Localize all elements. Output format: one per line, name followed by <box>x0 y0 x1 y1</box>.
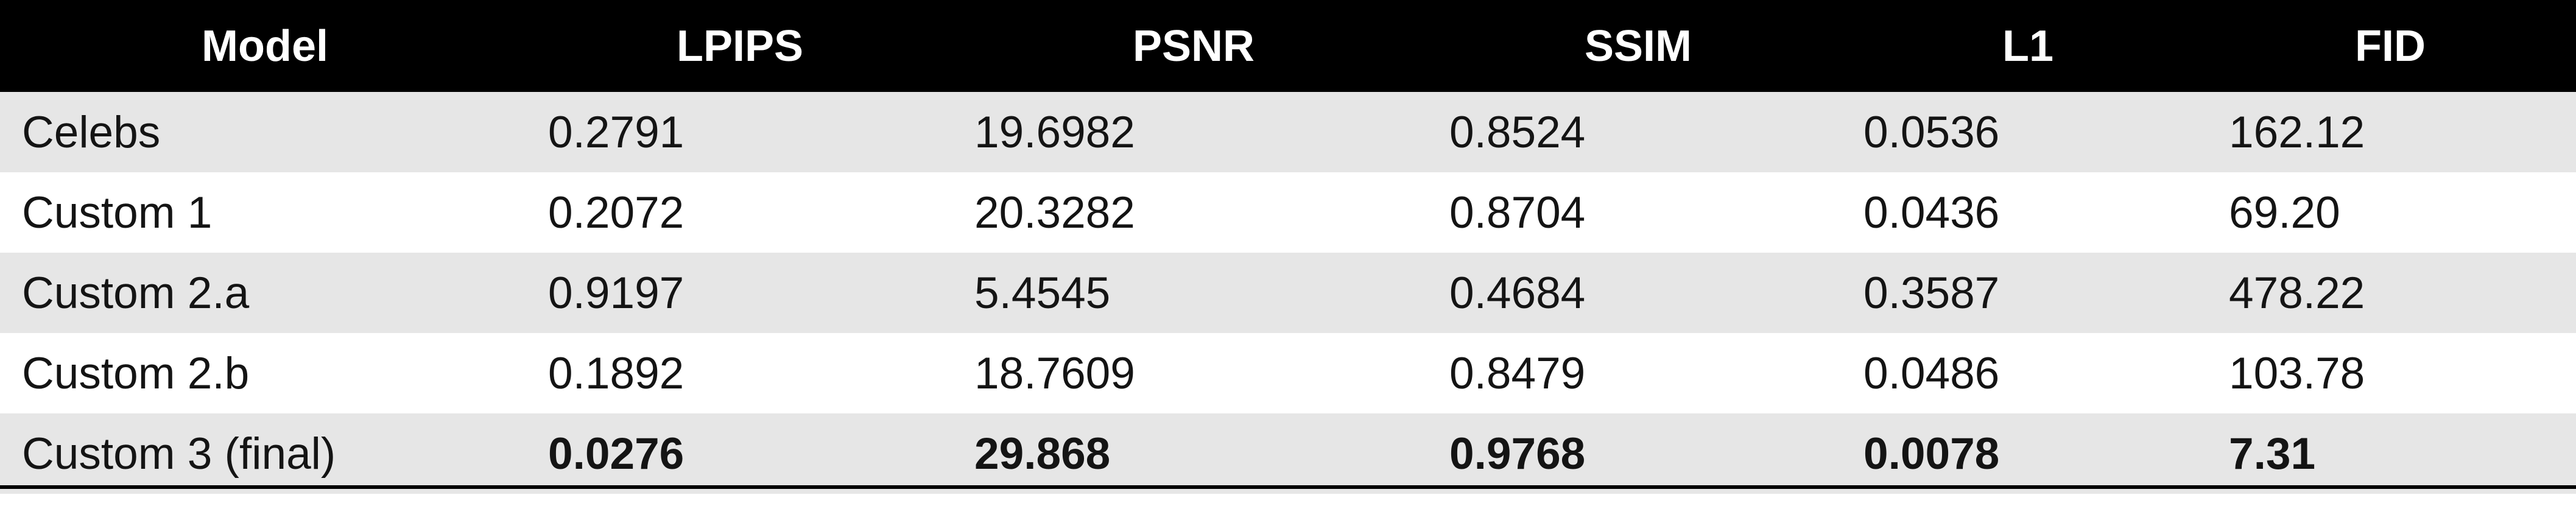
header-lpips: LPIPS <box>676 21 804 71</box>
l1-cell: 0.3587 <box>1863 268 2000 318</box>
ssim-cell: 0.8524 <box>1449 107 1586 157</box>
psnr-cell: 5.4545 <box>974 268 1111 318</box>
header-ssim: SSIM <box>1584 21 1692 71</box>
fid-cell: 478.22 <box>2229 268 2365 318</box>
bottom-rule <box>0 485 2576 489</box>
model-cell: Custom 2.a <box>22 268 250 318</box>
header-model: Model <box>202 21 328 71</box>
model-cell: Custom 1 <box>22 188 213 237</box>
model-cell: Celebs <box>22 107 161 157</box>
psnr-cell: 18.7609 <box>974 348 1135 398</box>
lpips-cell-best: 0.0276 <box>548 429 684 479</box>
l1-cell: 0.0536 <box>1863 107 2000 157</box>
lpips-cell: 0.2072 <box>548 188 684 237</box>
table-row-final: Custom 3 (final) 0.0276 29.868 0.9768 0.… <box>0 413 2576 494</box>
fid-cell: 162.12 <box>2229 107 2365 157</box>
ssim-cell: 0.8479 <box>1449 348 1586 398</box>
l1-cell: 0.0436 <box>1863 188 2000 237</box>
table-row: Custom 1 0.2072 20.3282 0.8704 0.0436 69… <box>0 172 2576 253</box>
fid-cell: 103.78 <box>2229 348 2365 398</box>
psnr-cell-best: 29.868 <box>974 429 1111 479</box>
ssim-cell-best: 0.9768 <box>1449 429 1586 479</box>
table-row: Custom 2.a 0.9197 5.4545 0.4684 0.3587 4… <box>0 253 2576 333</box>
model-cell: Custom 3 (final) <box>22 429 336 479</box>
header-row: Model LPIPS PSNR SSIM L1 FID <box>0 0 2576 92</box>
lpips-cell: 0.1892 <box>548 348 684 398</box>
ssim-cell: 0.4684 <box>1449 268 1586 318</box>
results-table: Model LPIPS PSNR SSIM L1 FID Celebs 0.27… <box>0 0 2576 494</box>
fid-cell: 69.20 <box>2229 188 2340 237</box>
model-cell: Custom 2.b <box>22 348 250 398</box>
lpips-cell: 0.9197 <box>548 268 684 318</box>
header-psnr: PSNR <box>1132 21 1255 71</box>
header-l1: L1 <box>2002 21 2054 71</box>
psnr-cell: 19.6982 <box>974 107 1135 157</box>
table-row: Custom 2.b 0.1892 18.7609 0.8479 0.0486 … <box>0 333 2576 413</box>
l1-cell-best: 0.0078 <box>1863 429 2000 479</box>
table-row: Celebs 0.2791 19.6982 0.8524 0.0536 162.… <box>0 92 2576 172</box>
header-fid: FID <box>2355 21 2426 71</box>
l1-cell: 0.0486 <box>1863 348 2000 398</box>
lpips-cell: 0.2791 <box>548 107 684 157</box>
fid-cell-best: 7.31 <box>2229 429 2316 479</box>
ssim-cell: 0.8704 <box>1449 188 1586 237</box>
psnr-cell: 20.3282 <box>974 188 1135 237</box>
